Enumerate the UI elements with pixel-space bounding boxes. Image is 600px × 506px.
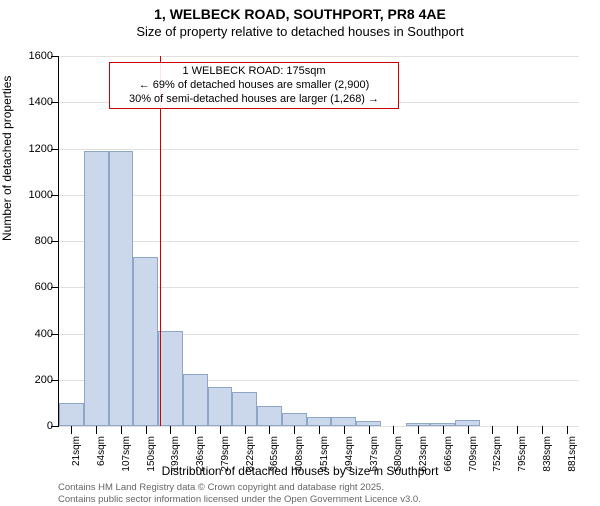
x-tick [468,426,469,434]
page-title: 1, WELBECK ROAD, SOUTHPORT, PR8 4AE [0,6,600,22]
x-tick [195,426,196,434]
y-tick-label: 200 [11,374,53,386]
x-tick [220,426,221,434]
x-tick [170,426,171,434]
annotation-line-3: 30% of semi-detached houses are larger (… [114,93,394,107]
y-tick-label: 0 [11,420,53,432]
y-tick-label: 800 [11,235,53,247]
histogram-bar [331,417,356,426]
x-tick [245,426,246,434]
histogram-bar [183,374,208,426]
y-tick-label: 1400 [11,96,53,108]
histogram-bar [307,417,332,426]
x-tick [492,426,493,434]
x-tick [71,426,72,434]
y-tick-label: 1200 [11,143,53,155]
x-tick [369,426,370,434]
histogram-bar [257,406,282,426]
histogram-bar [84,151,109,426]
x-tick [344,426,345,434]
histogram-bar [208,387,233,426]
x-tick [319,426,320,434]
y-tick-label: 600 [11,281,53,293]
annotation-box: 1 WELBECK ROAD: 175sqm← 69% of detached … [109,62,399,109]
x-tick [517,426,518,434]
footer-line-1: Contains HM Land Registry data © Crown c… [58,482,384,493]
x-tick [269,426,270,434]
x-tick [146,426,147,434]
x-tick [96,426,97,434]
gridline [59,149,579,150]
gridline [59,241,579,242]
y-tick-label: 1600 [11,50,53,62]
chart-container: 1, WELBECK ROAD, SOUTHPORT, PR8 4AE Size… [0,6,600,506]
histogram-bar [59,403,84,426]
y-tick-label: 1000 [11,189,53,201]
x-tick [294,426,295,434]
x-tick [542,426,543,434]
marker-line [160,56,161,426]
x-tick [121,426,122,434]
annotation-line-1: 1 WELBECK ROAD: 175sqm [114,65,394,79]
histogram-bar [232,392,257,426]
page-subtitle: Size of property relative to detached ho… [0,24,600,39]
x-tick [567,426,568,434]
gridline [59,195,579,196]
x-tick [393,426,394,434]
x-tick [443,426,444,434]
histogram-bar [282,413,307,426]
gridline [59,56,579,57]
histogram-bar [158,331,183,426]
histogram-bar [133,257,158,426]
x-tick [418,426,419,434]
x-axis-label: Distribution of detached houses by size … [0,464,600,478]
histogram-bar [109,151,134,426]
plot-area: 0200400600800100012001400160021sqm64sqm1… [58,56,579,427]
y-tick-label: 400 [11,328,53,340]
annotation-line-2: ← 69% of detached houses are smaller (2,… [114,79,394,93]
